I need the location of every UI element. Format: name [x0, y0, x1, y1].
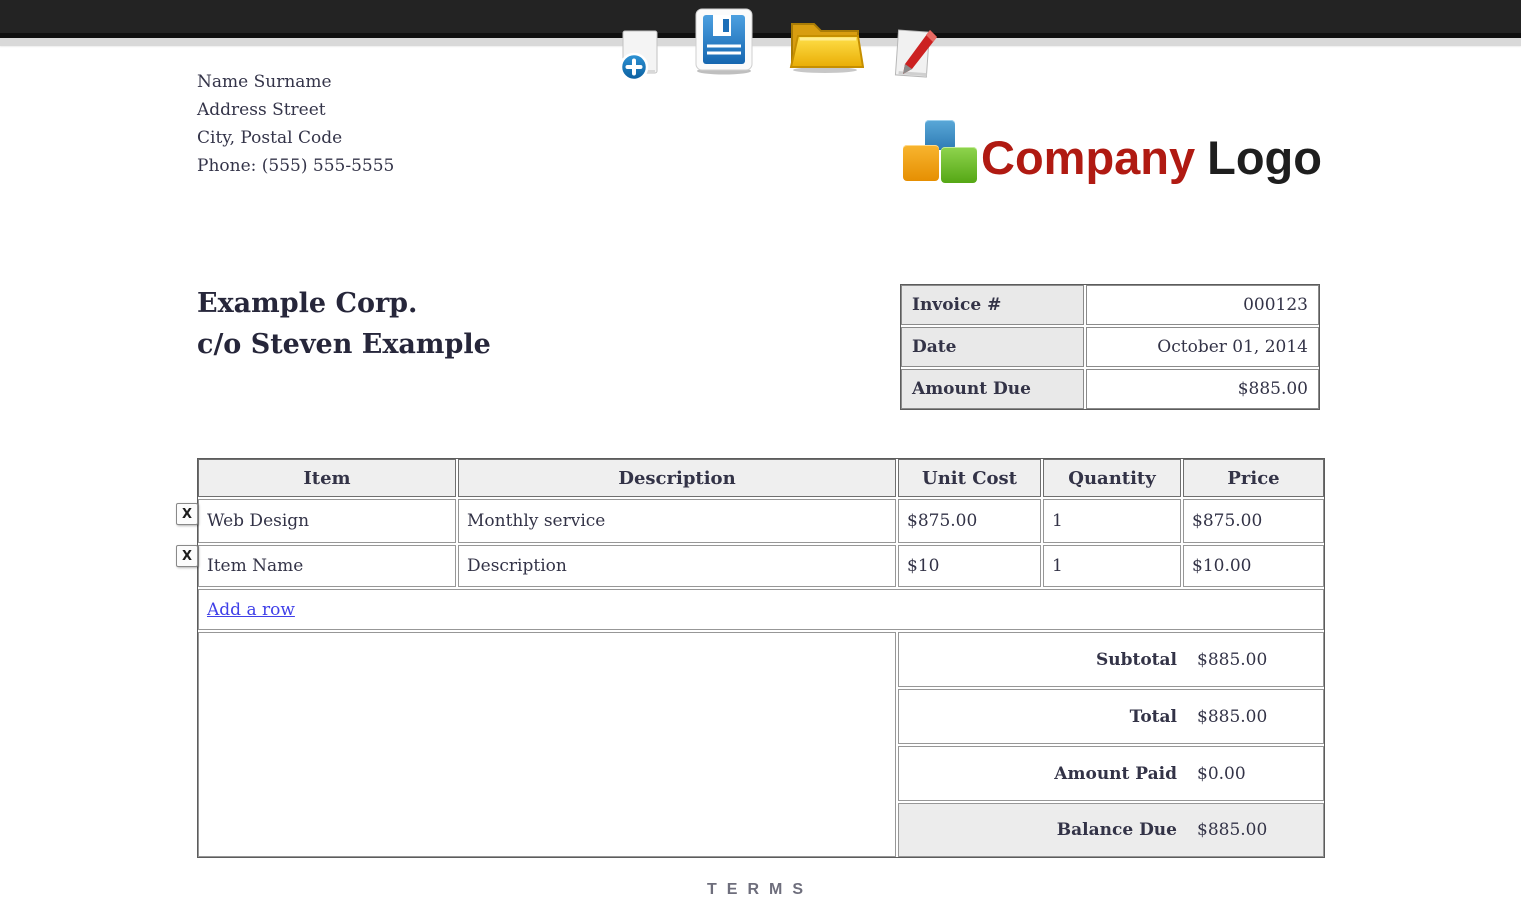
company-logo: Company Logo: [903, 118, 1322, 186]
column-header-unit-cost: Unit Cost: [898, 459, 1041, 497]
balance-due-label: Balance Due: [1056, 820, 1177, 840]
item-description-cell[interactable]: Description: [458, 545, 896, 587]
item-name-cell[interactable]: Web Design: [198, 499, 456, 543]
bill-to-block: Example Corp. c/o Steven Example: [197, 283, 491, 365]
add-row-link[interactable]: Add a row: [207, 599, 295, 620]
logo-green-square: [941, 147, 977, 183]
logo-company-word: Company: [981, 131, 1196, 184]
edit-document-icon: [892, 28, 940, 82]
new-document-icon: [616, 30, 664, 82]
logo-orange-square: [903, 145, 939, 181]
total-label: Total: [1129, 706, 1177, 727]
item-quantity-cell[interactable]: 1: [1043, 499, 1181, 543]
items-table: Item Description Unit Cost Quantity Pric…: [197, 458, 1325, 858]
amount-paid-row: Amount Paid $0.00: [898, 746, 1324, 801]
column-header-price: Price: [1183, 459, 1324, 497]
sender-block: Name Surname Address Street City, Postal…: [197, 68, 394, 180]
amount-due-label: Amount Due: [901, 369, 1084, 409]
balance-due-row: Balance Due $885.00: [898, 803, 1324, 857]
add-row-cell: Add a row: [198, 589, 1324, 630]
logo-squares-icon: [903, 118, 977, 186]
bill-to-contact[interactable]: c/o Steven Example: [197, 329, 491, 360]
item-name-cell[interactable]: Item Name: [198, 545, 456, 587]
sender-name[interactable]: Name Surname: [197, 72, 332, 92]
sender-phone[interactable]: Phone: (555) 555-5555: [197, 156, 395, 176]
total-row: Total $885.00: [898, 689, 1324, 744]
amount-paid-label: Amount Paid: [1054, 763, 1177, 784]
item-price-cell: $875.00: [1183, 499, 1324, 543]
balance-due-value: $885.00: [1197, 820, 1268, 840]
sender-city[interactable]: City, Postal Code: [197, 128, 343, 148]
invoice-meta-table: Invoice # 000123 Date October 01, 2014 A…: [900, 284, 1320, 410]
column-header-item: Item: [198, 459, 456, 497]
column-header-description: Description: [458, 459, 896, 497]
logo-text: Company Logo: [981, 130, 1322, 185]
terms-heading: TERMS: [707, 881, 813, 898]
item-quantity-cell[interactable]: 1: [1043, 545, 1181, 587]
amount-due-value: $885.00: [1086, 369, 1319, 409]
invoice-number-value[interactable]: 000123: [1086, 285, 1319, 325]
subtotal-label: Subtotal: [1095, 649, 1177, 670]
delete-row-button[interactable]: X: [176, 545, 198, 567]
delete-row-button[interactable]: X: [176, 503, 198, 525]
sender-address[interactable]: Address Street: [197, 100, 326, 120]
subtotal-row: Subtotal $885.00: [898, 632, 1324, 687]
open-file-button[interactable]: [786, 12, 864, 74]
invoice-date-label: Date: [901, 327, 1084, 367]
logo-logo-word: Logo: [1207, 131, 1322, 184]
item-unit-cost-cell[interactable]: $875.00: [898, 499, 1041, 543]
total-value: $885.00: [1197, 706, 1268, 727]
bill-to-company[interactable]: Example Corp.: [197, 288, 418, 319]
subtotal-value: $885.00: [1197, 649, 1268, 670]
invoice-date-value[interactable]: October 01, 2014: [1086, 327, 1319, 367]
new-document-button[interactable]: [616, 30, 664, 82]
notes-empty-cell: [198, 632, 896, 857]
open-folder-icon: [786, 12, 864, 74]
item-description-cell[interactable]: Monthly service: [458, 499, 896, 543]
amount-paid-value[interactable]: $0.00: [1197, 763, 1246, 784]
column-header-quantity: Quantity: [1043, 459, 1181, 497]
toolbar: [0, 0, 1521, 38]
edit-button[interactable]: [892, 28, 940, 82]
save-icon: [695, 8, 755, 76]
invoice-number-label: Invoice #: [901, 285, 1084, 325]
save-button[interactable]: [695, 8, 755, 76]
item-price-cell: $10.00: [1183, 545, 1324, 587]
item-unit-cost-cell[interactable]: $10: [898, 545, 1041, 587]
